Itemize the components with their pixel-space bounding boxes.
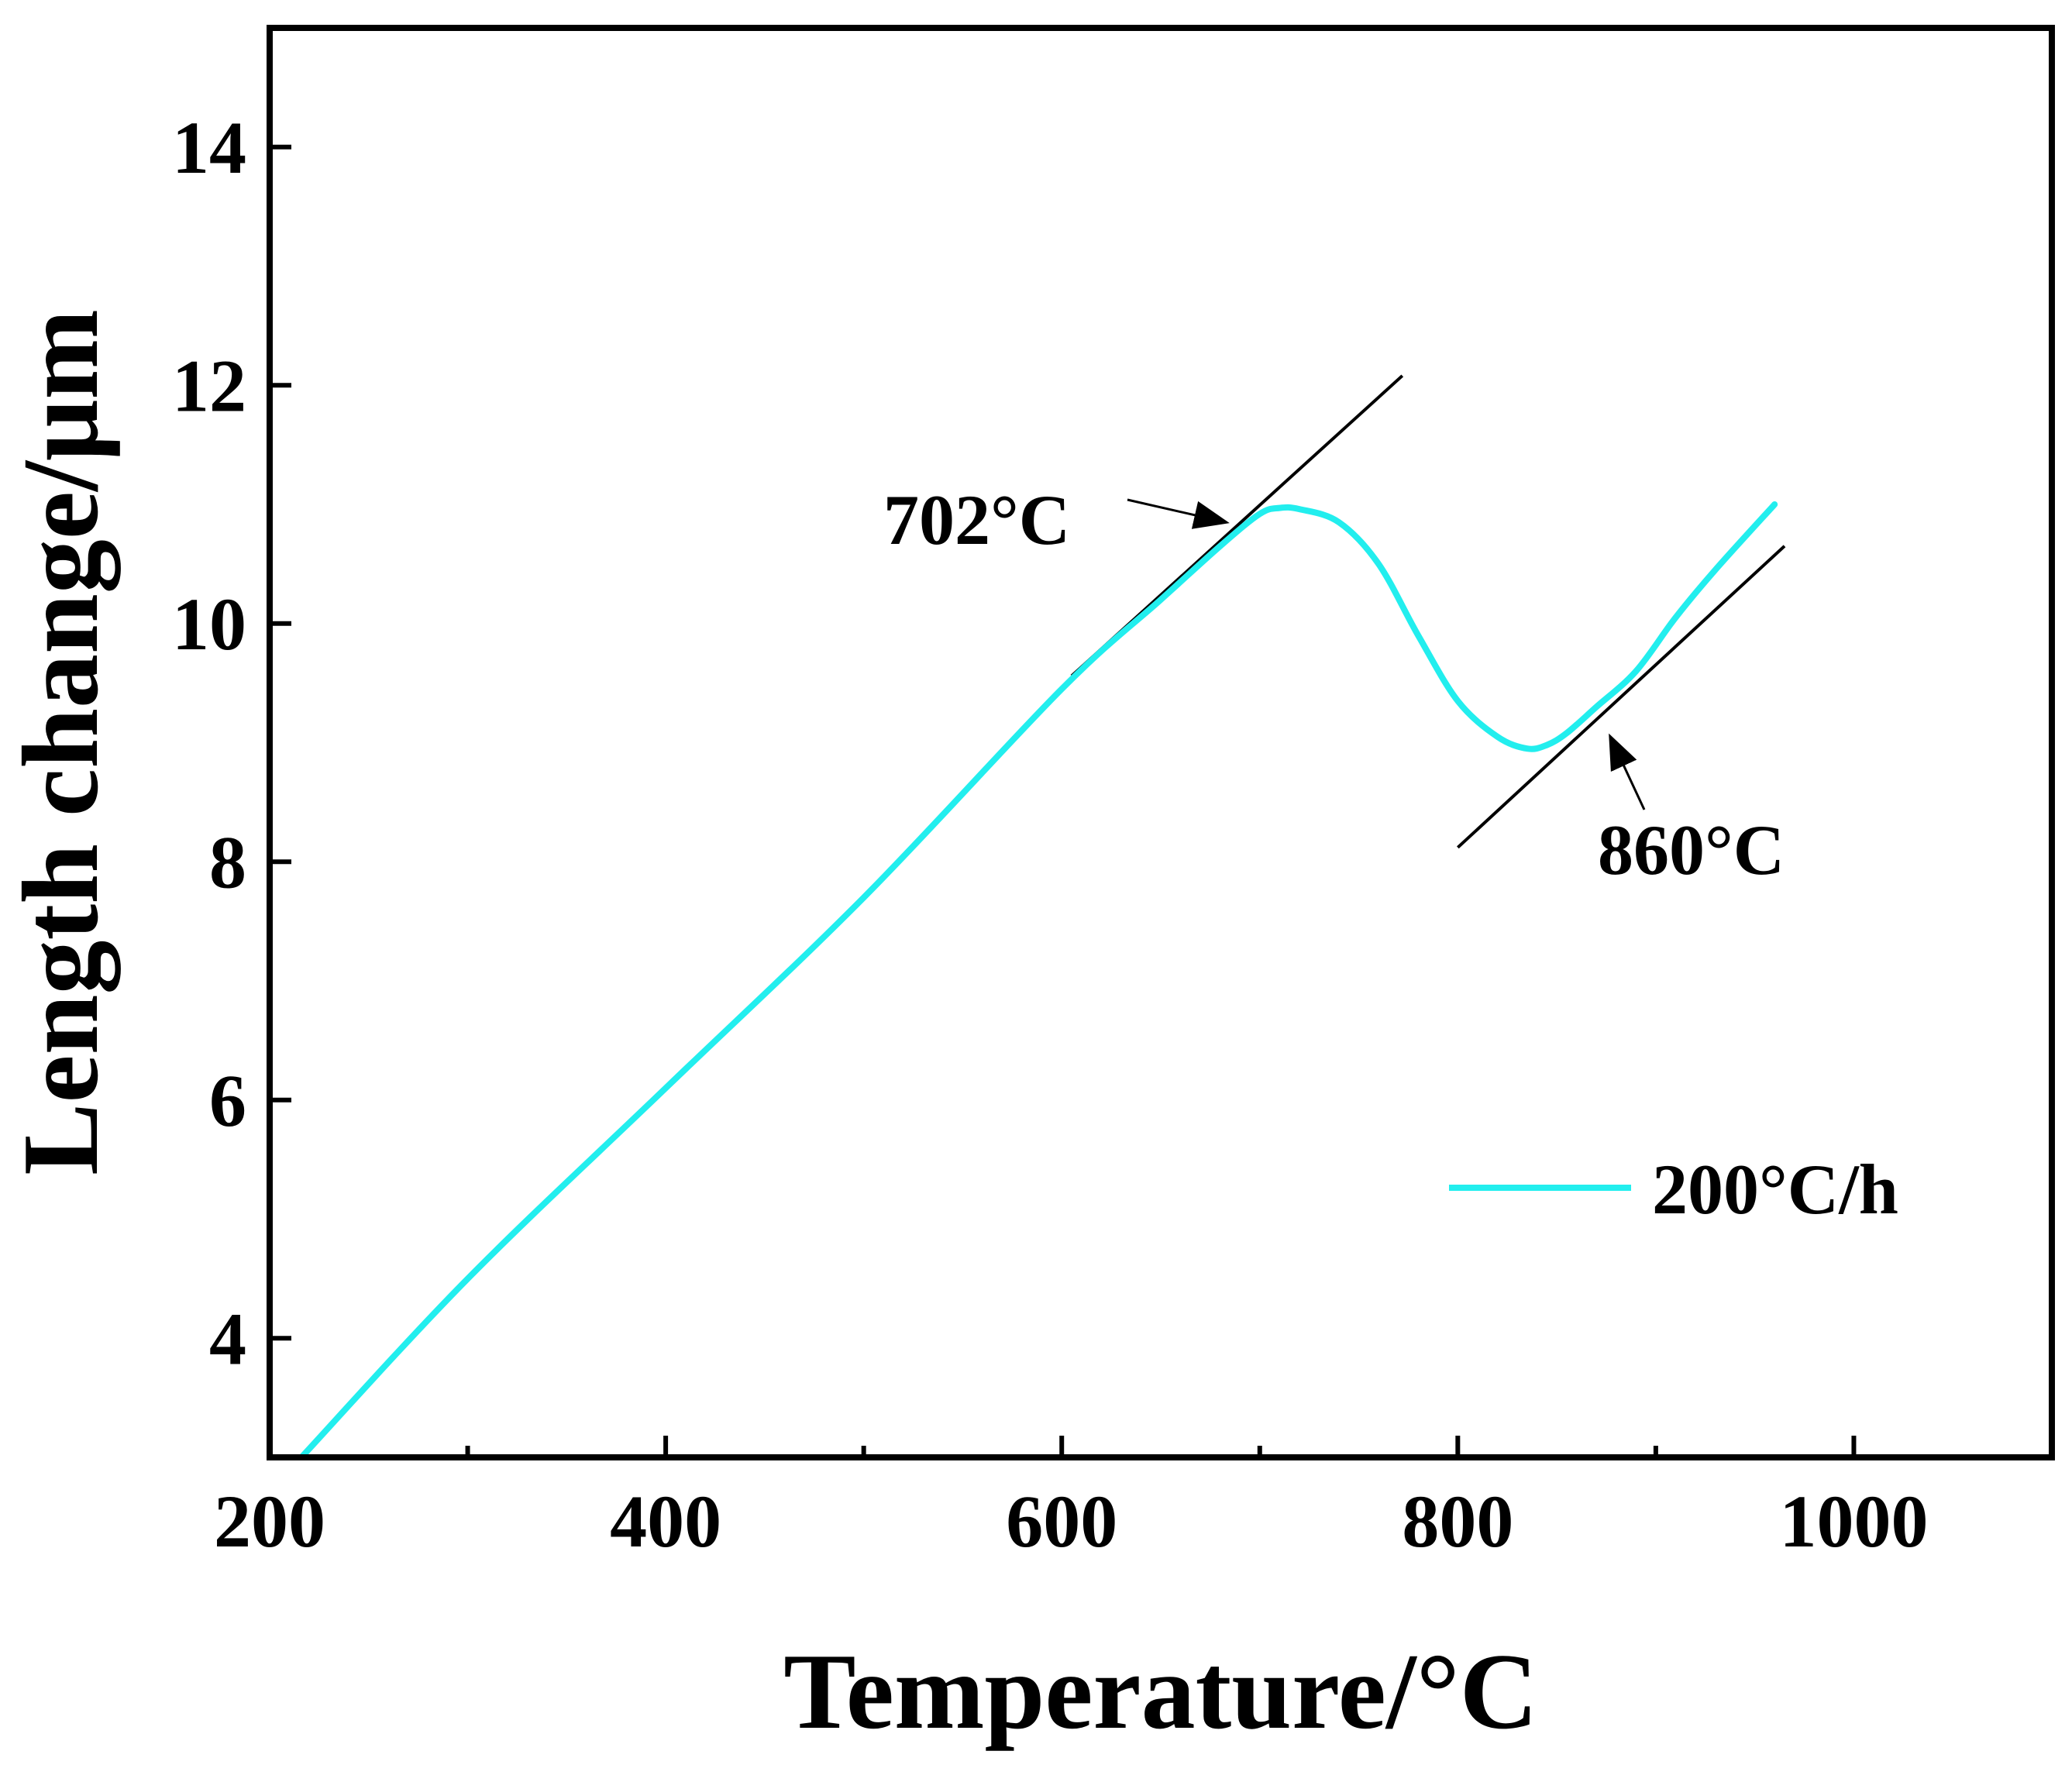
annotation-702: 702°C (883, 480, 1070, 559)
legend-label: 200°C/h (1652, 1150, 1898, 1229)
y-tick-label: 6 (209, 1059, 246, 1142)
x-axis-title: Temperature/°C (783, 1632, 1538, 1752)
x-tick-label: 600 (1006, 1480, 1117, 1563)
y-tick-label: 4 (209, 1297, 246, 1380)
x-tick-label: 1000 (1779, 1480, 1928, 1563)
annotation-arrow-860 (1609, 733, 1646, 810)
series-line (298, 501, 1778, 1460)
plot-frame (267, 25, 2055, 1460)
y-tick-label: 12 (172, 344, 246, 427)
annotation-arrow-702 (1127, 498, 1230, 529)
y-tick-label: 10 (172, 583, 246, 666)
y-tick-label: 8 (209, 820, 246, 903)
x-tick-label: 400 (610, 1480, 721, 1563)
tangent-line-2 (1456, 545, 1786, 849)
y-tick-label: 14 (172, 106, 246, 189)
annotation-860: 860°C (1598, 810, 1785, 889)
y-axis-title: Length change/μm (1, 309, 121, 1175)
x-tick-label: 800 (1402, 1480, 1513, 1563)
x-tick-label: 200 (214, 1480, 325, 1563)
